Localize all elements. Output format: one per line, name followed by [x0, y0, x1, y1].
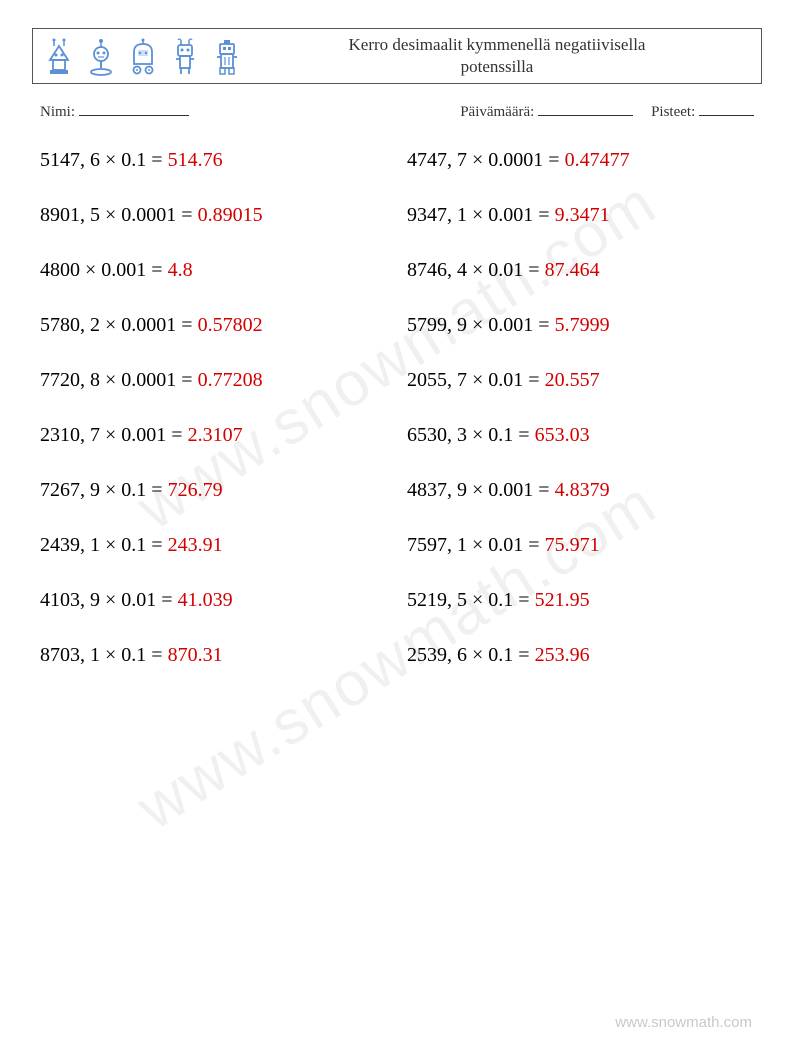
problem-answer: 514.76: [168, 149, 223, 171]
problem-expression: 8746, 4 × 0.01 =: [407, 259, 545, 281]
problem-row: 4837, 9 × 0.001 = 4.8379: [407, 479, 754, 502]
problem-answer: 521.95: [535, 589, 590, 611]
problem-row: 5780, 2 × 0.0001 = 0.57802: [40, 314, 387, 337]
problem-expression: 5799, 9 × 0.001 =: [407, 314, 555, 336]
problem-answer: 0.57802: [198, 314, 263, 336]
title-line-2: potenssilla: [461, 57, 534, 76]
problem-row: 5147, 6 × 0.1 = 514.76: [40, 149, 387, 172]
meta-name: Nimi:: [40, 102, 460, 121]
date-label: Päivämäärä:: [460, 104, 534, 120]
problem-expression: 7720, 8 × 0.0001 =: [40, 369, 198, 391]
problem-answer: 75.971: [545, 534, 600, 556]
problem-expression: 7267, 9 × 0.1 =: [40, 479, 168, 501]
robot-icon-1: [43, 36, 75, 76]
problems-left-column: 5147, 6 × 0.1 = 514.76 8901, 5 × 0.0001 =…: [40, 149, 397, 667]
problem-answer: 870.31: [168, 644, 223, 666]
problem-expression: 4800 × 0.001 =: [40, 259, 168, 281]
problem-answer: 4.8379: [555, 479, 610, 501]
problem-answer: 0.77208: [198, 369, 263, 391]
problem-answer: 0.47477: [565, 149, 630, 171]
problem-expression: 5780, 2 × 0.0001 =: [40, 314, 198, 336]
meta-score: Pisteet:: [651, 102, 754, 121]
problem-row: 8901, 5 × 0.0001 = 0.89015: [40, 204, 387, 227]
robot-icons: [33, 36, 243, 76]
problem-answer: 243.91: [168, 534, 223, 556]
problem-row: 7720, 8 × 0.0001 = 0.77208: [40, 369, 387, 392]
problem-row: 4800 × 0.001 = 4.8: [40, 259, 387, 282]
worksheet-page: Kerro desimaalit kymmenellä negatiivisel…: [0, 0, 794, 667]
problem-expression: 4837, 9 × 0.001 =: [407, 479, 555, 501]
problem-row: 2539, 6 × 0.1 = 253.96: [407, 644, 754, 667]
problem-row: 4747, 7 × 0.0001 = 0.47477: [407, 149, 754, 172]
problem-answer: 20.557: [545, 369, 600, 391]
problem-answer: 87.464: [545, 259, 600, 281]
problem-answer: 41.039: [178, 589, 233, 611]
problem-answer: 0.89015: [198, 204, 263, 226]
problem-row: 8746, 4 × 0.01 = 87.464: [407, 259, 754, 282]
problem-row: 2310, 7 × 0.001 = 2.3107: [40, 424, 387, 447]
score-blank[interactable]: [699, 102, 754, 116]
problem-answer: 653.03: [535, 424, 590, 446]
problem-expression: 9347, 1 × 0.001 =: [407, 204, 555, 226]
robot-icon-3: [127, 36, 159, 76]
problem-expression: 2439, 1 × 0.1 =: [40, 534, 168, 556]
problem-expression: 2055, 7 × 0.01 =: [407, 369, 545, 391]
problems-right-column: 4747, 7 × 0.0001 = 0.47477 9347, 1 × 0.00…: [397, 149, 754, 667]
problem-answer: 253.96: [535, 644, 590, 666]
meta-row: Nimi: Päivämäärä: Pisteet:: [32, 102, 762, 121]
problem-expression: 5219, 5 × 0.1 =: [407, 589, 535, 611]
problem-row: 5219, 5 × 0.1 = 521.95: [407, 589, 754, 612]
problem-row: 2439, 1 × 0.1 = 243.91: [40, 534, 387, 557]
meta-date: Päivämäärä:: [460, 102, 633, 121]
problem-row: 6530, 3 × 0.1 = 653.03: [407, 424, 754, 447]
problem-expression: 6530, 3 × 0.1 =: [407, 424, 535, 446]
footer-watermark: www.snowmath.com: [615, 1014, 752, 1031]
score-label: Pisteet:: [651, 104, 695, 120]
problem-row: 9347, 1 × 0.001 = 9.3471: [407, 204, 754, 227]
robot-icon-4: [169, 36, 201, 76]
problem-row: 5799, 9 × 0.001 = 5.7999: [407, 314, 754, 337]
name-label: Nimi:: [40, 104, 75, 120]
worksheet-title: Kerro desimaalit kymmenellä negatiivisel…: [243, 34, 761, 78]
robot-icon-5: [211, 36, 243, 76]
problems-grid: 5147, 6 × 0.1 = 514.76 8901, 5 × 0.0001 =…: [32, 149, 762, 667]
problem-expression: 2310, 7 × 0.001 =: [40, 424, 188, 446]
problem-expression: 8703, 1 × 0.1 =: [40, 644, 168, 666]
problem-row: 4103, 9 × 0.01 = 41.039: [40, 589, 387, 612]
name-blank[interactable]: [79, 102, 189, 116]
problem-answer: 9.3471: [555, 204, 610, 226]
date-blank[interactable]: [538, 102, 633, 116]
problem-expression: 2539, 6 × 0.1 =: [407, 644, 535, 666]
problem-row: 7267, 9 × 0.1 = 726.79: [40, 479, 387, 502]
problem-expression: 8901, 5 × 0.0001 =: [40, 204, 198, 226]
problem-row: 7597, 1 × 0.01 = 75.971: [407, 534, 754, 557]
problem-answer: 4.8: [168, 259, 193, 281]
problem-expression: 4747, 7 × 0.0001 =: [407, 149, 565, 171]
problem-answer: 5.7999: [555, 314, 610, 336]
problem-row: 8703, 1 × 0.1 = 870.31: [40, 644, 387, 667]
problem-answer: 726.79: [168, 479, 223, 501]
title-line-1: Kerro desimaalit kymmenellä negatiivisel…: [349, 35, 646, 54]
robot-icon-2: [85, 36, 117, 76]
problem-row: 2055, 7 × 0.01 = 20.557: [407, 369, 754, 392]
problem-answer: 2.3107: [188, 424, 243, 446]
problem-expression: 7597, 1 × 0.01 =: [407, 534, 545, 556]
header-box: Kerro desimaalit kymmenellä negatiivisel…: [32, 28, 762, 84]
problem-expression: 5147, 6 × 0.1 =: [40, 149, 168, 171]
problem-expression: 4103, 9 × 0.01 =: [40, 589, 178, 611]
